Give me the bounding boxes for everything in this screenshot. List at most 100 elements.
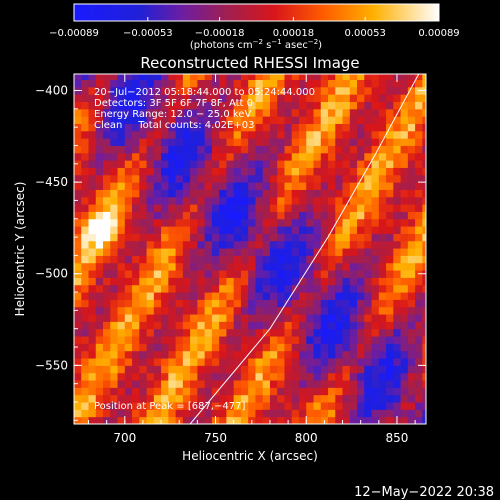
heatmap-cell xyxy=(255,79,264,88)
heatmap-cell xyxy=(313,218,322,227)
heatmap-cell xyxy=(168,350,177,359)
heatmap-cell xyxy=(74,240,82,249)
heatmap-cell xyxy=(255,74,264,80)
heatmap-cell xyxy=(357,189,365,198)
heatmap-cell xyxy=(364,284,373,293)
heatmap-cell xyxy=(342,240,351,249)
heatmap-cell xyxy=(291,145,300,154)
heatmap-cell xyxy=(371,394,380,403)
heatmap-cell xyxy=(139,204,148,212)
heatmap-cell xyxy=(400,358,409,366)
heatmap-cell xyxy=(364,167,373,176)
heatmap-cell xyxy=(393,402,402,410)
heatmap-cell xyxy=(335,123,344,132)
heatmap-cell xyxy=(81,409,90,418)
heatmap-cell xyxy=(226,306,235,315)
heatmap-cell xyxy=(204,402,213,410)
x-tick-label: 750 xyxy=(204,431,227,445)
heatmap-cell xyxy=(81,394,90,403)
heatmap-cell xyxy=(400,79,409,88)
heatmap-cell xyxy=(226,94,235,102)
heatmap-cell xyxy=(269,130,278,139)
heatmap-cell xyxy=(211,372,220,381)
heatmap-cell xyxy=(153,314,162,322)
heatmap-cell xyxy=(386,74,394,80)
heatmap-cell xyxy=(378,328,387,337)
heatmap-cell xyxy=(357,108,365,117)
heatmap-cell xyxy=(103,394,111,403)
heatmap-cell xyxy=(211,152,220,161)
heatmap-cell xyxy=(103,108,111,117)
heatmap-cell xyxy=(298,108,307,117)
heatmap-cell xyxy=(298,174,307,183)
heatmap-cell xyxy=(175,314,184,322)
heatmap-cell xyxy=(415,240,423,249)
heatmap-cell xyxy=(407,211,416,220)
heatmap-cell xyxy=(233,306,242,315)
heatmap-cell xyxy=(182,94,191,102)
heatmap-cell xyxy=(386,160,394,168)
heatmap-cell xyxy=(422,74,426,80)
heatmap-cell xyxy=(132,328,140,337)
heatmap-cell xyxy=(161,409,169,418)
heatmap-cell xyxy=(262,116,271,124)
heatmap-cell xyxy=(81,101,90,110)
heatmap-cell xyxy=(182,204,191,212)
heatmap-cell xyxy=(306,233,315,242)
heatmap-cell xyxy=(139,101,148,110)
heatmap-cell xyxy=(182,101,191,110)
heatmap-cell xyxy=(204,218,213,227)
heatmap-cell xyxy=(219,255,227,264)
heatmap-cell xyxy=(226,174,235,183)
heatmap-cell xyxy=(110,130,119,139)
heatmap-cell xyxy=(371,343,380,352)
heatmap-cell xyxy=(313,108,322,117)
heatmap-cell xyxy=(182,138,191,146)
heatmap-cell xyxy=(320,101,329,110)
heatmap-cell xyxy=(313,196,322,205)
heatmap-cell xyxy=(342,350,351,359)
heatmap-cell xyxy=(211,196,220,205)
heatmap-cell xyxy=(175,79,184,88)
heatmap-cell xyxy=(386,226,394,234)
heatmap-cell xyxy=(74,226,82,234)
heatmap-cell xyxy=(168,74,177,80)
heatmap-cell xyxy=(161,174,169,183)
heatmap-cell xyxy=(248,138,256,146)
heatmap-cell xyxy=(357,248,365,256)
heatmap-cell xyxy=(342,292,351,300)
heatmap-cell xyxy=(393,218,402,227)
heatmap-cell xyxy=(255,226,264,234)
heatmap-cell xyxy=(306,116,315,124)
heatmap-cell xyxy=(81,196,90,205)
heatmap-cell xyxy=(262,233,271,242)
heatmap-cell xyxy=(313,358,322,366)
heatmap-cell xyxy=(364,292,373,300)
heatmap-cell xyxy=(291,248,300,256)
heatmap-cell xyxy=(168,204,177,212)
heatmap-cell xyxy=(320,182,329,190)
heatmap-cell xyxy=(132,350,140,359)
heatmap-cell xyxy=(139,314,148,322)
heatmap-cell xyxy=(277,402,285,410)
heatmap-cell xyxy=(407,94,416,102)
heatmap-cell xyxy=(400,233,409,242)
heatmap-cell xyxy=(342,416,351,424)
heatmap-cell xyxy=(124,321,133,330)
heatmap-cell xyxy=(291,79,300,88)
heatmap-cell xyxy=(277,284,285,293)
heatmap-cell xyxy=(277,255,285,264)
heatmap-cell xyxy=(182,402,191,410)
heatmap-cell xyxy=(415,189,423,198)
heatmap-cell xyxy=(161,387,169,396)
heatmap-cell xyxy=(422,226,426,234)
heatmap-cell xyxy=(204,94,213,102)
heatmap-cell xyxy=(146,394,155,403)
heatmap-cell xyxy=(328,123,336,132)
heatmap-cell xyxy=(211,358,220,366)
heatmap-cell xyxy=(168,138,177,146)
heatmap-cell xyxy=(161,372,169,381)
heatmap-cell xyxy=(262,167,271,176)
heatmap-cell xyxy=(291,86,300,95)
heatmap-cell xyxy=(219,343,227,352)
